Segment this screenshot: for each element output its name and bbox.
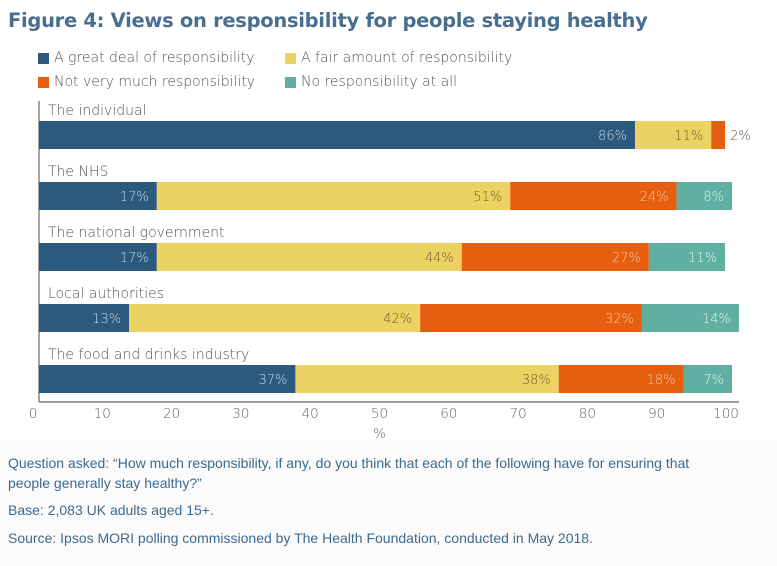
footer-base: Base: 2,083 UK adults aged 15+. [8, 502, 214, 518]
legend-item-fair-amount: A fair amount of responsibility [285, 50, 512, 66]
legend-swatch-none [285, 76, 296, 88]
x-tick-label: 0 [29, 406, 38, 422]
x-tick-label: 90 [648, 406, 665, 422]
data-label: 14% [702, 312, 731, 327]
data-label: 38% [522, 373, 551, 388]
bar-segment [711, 121, 726, 149]
data-label: 11% [674, 129, 703, 144]
data-label: 37% [259, 373, 288, 388]
bar-segment [510, 182, 677, 210]
footer-source: Source: Ipsos MORI polling commissioned … [8, 530, 593, 546]
x-tick-label: 60 [440, 406, 457, 422]
data-label: 44% [425, 251, 454, 266]
bar-segment [641, 304, 739, 332]
legend-label: No responsibility at all [301, 74, 458, 90]
bar-segment [676, 182, 732, 210]
legend-item-great-deal: A great deal of responsibility [38, 50, 255, 66]
category-label: Local authorities [48, 286, 164, 302]
category-label: The individual [48, 103, 146, 119]
data-label: 24% [640, 190, 669, 205]
bar-segment [461, 243, 649, 271]
footer-question-line2: people generally stay healthy?” [8, 475, 202, 491]
footer-background [0, 440, 777, 566]
bar-segment [39, 243, 157, 271]
bar-segment [420, 304, 642, 332]
category-label: The national government [48, 225, 225, 241]
bar-segment [39, 182, 157, 210]
data-label: 8% [703, 190, 724, 205]
legend-label: Not very much responsibility [54, 74, 256, 90]
bar-segment [648, 243, 726, 271]
x-tick-label: 30 [232, 406, 249, 422]
bar-segment [558, 365, 684, 393]
legend-swatch-not-very-much [38, 76, 49, 88]
stacked-bar-chart: The individual 86% 11% 2% The NHS 17% 51% 24% 8%… [29, 101, 751, 442]
legend-label: A fair amount of responsibility [301, 50, 513, 66]
bar-segment [156, 243, 462, 271]
data-label: 7% [703, 373, 724, 388]
data-label: 11% [688, 251, 717, 266]
bar-segment [683, 365, 732, 393]
data-label: 2% [730, 129, 751, 144]
bar-segment [39, 365, 296, 393]
bar-segment [634, 121, 712, 149]
bar-segment [39, 304, 130, 332]
bar-segment [39, 121, 635, 149]
x-tick-label: 80 [579, 406, 596, 422]
x-tick-label: 40 [302, 406, 319, 422]
figure-title: Figure 4: Views on responsibility for pe… [8, 9, 648, 32]
bar-segment [129, 304, 421, 332]
category-label: The food and drinks industry [48, 347, 249, 363]
footer-question-line1: Question asked: “How much responsibility… [8, 455, 690, 471]
x-axis-label: % [373, 426, 386, 442]
data-label: 18% [647, 373, 676, 388]
data-label: 32% [605, 312, 634, 327]
data-label: 42% [383, 312, 412, 327]
x-tick-label: 10 [94, 406, 111, 422]
data-label: 13% [92, 312, 121, 327]
legend-swatch-fair-amount [285, 52, 296, 64]
legend-item-not-very-much: Not very much responsibility [38, 74, 255, 90]
data-label: 17% [120, 251, 149, 266]
category-label: The NHS [48, 164, 108, 180]
x-tick-label: 100 [713, 406, 739, 422]
bar-segment [295, 365, 559, 393]
data-label: 17% [120, 190, 149, 205]
data-label: 86% [598, 129, 627, 144]
x-tick-label: 70 [510, 406, 527, 422]
legend-label: A great deal of responsibility [54, 50, 255, 66]
x-tick-label: 50 [371, 406, 388, 422]
bar-segment [156, 182, 511, 210]
legend-swatch-great-deal [38, 52, 49, 64]
x-tick-label: 20 [163, 406, 180, 422]
legend-item-none: No responsibility at all [285, 74, 457, 90]
data-label: 27% [612, 251, 641, 266]
data-label: 51% [473, 190, 502, 205]
